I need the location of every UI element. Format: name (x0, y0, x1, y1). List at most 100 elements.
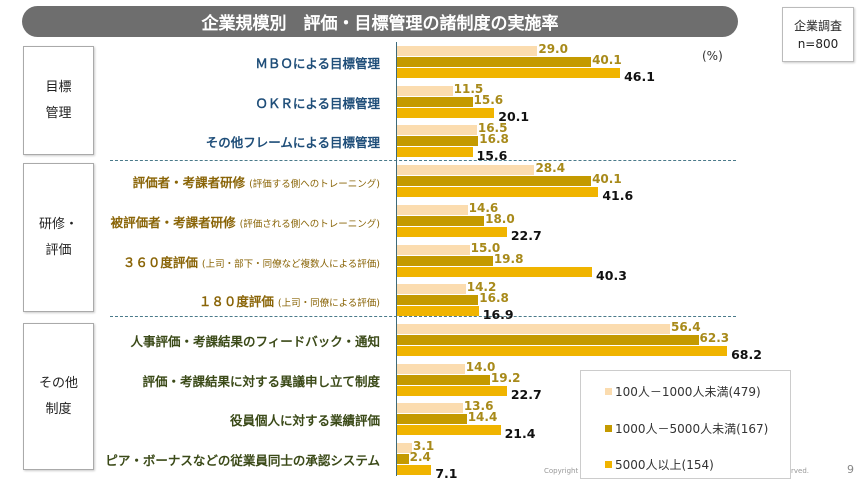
legend-swatch-icon (605, 425, 612, 432)
bar-series-2 (397, 176, 592, 187)
value-label: 16.8 (479, 291, 509, 306)
value-label: 46.1 (624, 69, 655, 84)
bar-series-2 (397, 414, 467, 425)
bar-series-1 (397, 46, 538, 56)
sample-size: n=800 (797, 36, 839, 51)
bar-series-2 (397, 57, 592, 67)
bar-series-3 (397, 425, 501, 436)
value-label: 22.7 (510, 386, 542, 402)
category-main-label: １８０度評価 (198, 294, 274, 310)
value-label: 16.8 (479, 132, 509, 147)
bar-series-1 (397, 323, 670, 334)
group-box-other-systems: その他 制度 (23, 323, 94, 470)
value-label: 40.3 (596, 267, 627, 283)
bar-series-1 (397, 165, 535, 176)
group-label-line1: 研修・ (38, 216, 78, 232)
value-label: 40.1 (592, 172, 622, 187)
bar-series-3 (397, 147, 473, 158)
bar-series-1 (397, 284, 466, 295)
category-main-label: 評価・考課結果に対する異議申し立て制度 (142, 373, 380, 389)
value-label: 40.1 (592, 53, 622, 67)
bar-series-3 (397, 68, 621, 78)
category-label: その他フレームによる目標管理 (206, 132, 380, 151)
group-separator (110, 160, 736, 161)
category-main-label: 被評価者・考課者研修 (110, 214, 236, 230)
category-axis-line (396, 42, 397, 476)
bar-series-2 (397, 295, 479, 306)
group-label-line2: 制度 (45, 401, 72, 417)
category-label: 被評価者・考課者研修 (評価される側へのトレーニング) (111, 212, 380, 231)
category-label: 評価者・考課者研修 (評価する側へのトレーニング) (133, 172, 380, 191)
bar-series-3 (397, 107, 495, 118)
category-label: 評価・考課結果に対する異議申し立て制度 (142, 371, 380, 390)
legend-label: 1000人－5000人未満(167) (615, 422, 769, 436)
bar-series-2 (397, 374, 490, 385)
category-main-label: ＯＫＲによる目標管理 (255, 95, 380, 111)
category-main-label: 役員個人に対する業績評価 (229, 413, 380, 429)
category-note: (評価する側へのトレーニング) (249, 179, 380, 191)
bar-series-2 (397, 334, 699, 345)
category-note: (評価される側へのトレーニング) (239, 218, 380, 230)
value-label: 15.6 (476, 148, 508, 164)
legend-label: 5000人以上(154) (615, 458, 714, 472)
legend-item: 1000人－5000人未満(167) (605, 420, 768, 437)
bar-series-2 (397, 136, 479, 147)
survey-type: 企業調査 (793, 18, 842, 33)
value-label: 19.8 (493, 251, 524, 266)
bar-series-3 (397, 345, 728, 356)
category-label: 人事評価・考課結果のフィードバック・通知 (130, 331, 380, 350)
category-label: ＯＫＲによる目標管理 (255, 93, 380, 112)
category-note: (上司・同僚による評価) (277, 298, 380, 310)
value-label: 15.0 (470, 240, 501, 255)
page-number: 9 (847, 463, 854, 476)
bar-series-3 (397, 266, 593, 277)
survey-info-box: 企業調査 n=800 (782, 7, 854, 62)
bar-series-1 (397, 125, 477, 136)
category-label: 役員個人に対する業績評価 (230, 410, 380, 429)
value-label: 41.6 (602, 188, 634, 204)
copyright-text-end: rved. (791, 467, 809, 475)
group-label-line2: 管理 (45, 105, 72, 121)
value-label: 15.6 (473, 92, 504, 107)
bar-series-3 (397, 385, 507, 396)
value-label: 16.9 (482, 307, 514, 323)
value-label: 21.4 (504, 426, 536, 442)
value-label: 18.0 (485, 211, 515, 226)
bar-series-1 (397, 403, 463, 414)
group-label-line2: 評価 (45, 242, 72, 258)
legend-item: 100人－1000人未満(479) (605, 383, 761, 400)
category-label: ＭＢＯによる目標管理 (255, 53, 380, 72)
legend-swatch-icon (605, 388, 612, 395)
value-label: 14.6 (468, 200, 499, 215)
legend-label: 100人－1000人未満(479) (615, 385, 761, 399)
group-label-line1: その他 (38, 375, 78, 391)
bar-series-2 (397, 215, 485, 226)
category-main-label: 人事評価・考課結果のフィードバック・通知 (130, 333, 380, 349)
value-label: 7.1 (435, 466, 458, 481)
bar-series-2 (397, 255, 493, 266)
value-label: 11.5 (453, 81, 484, 96)
bar-series-3 (397, 306, 479, 317)
bar-series-3 (397, 226, 507, 237)
value-label: 20.1 (498, 108, 530, 124)
value-label: 56.4 (670, 319, 701, 334)
value-label: 68.2 (731, 346, 762, 362)
value-label: 22.7 (510, 227, 542, 243)
group-box-training-evaluation: 研修・ 評価 (23, 163, 94, 312)
category-main-label: ＭＢＯによる目標管理 (255, 56, 380, 71)
category-main-label: 評価者・考課者研修 (132, 175, 246, 191)
legend: 100人－1000人未満(479) 1000人－5000人未満(167) 500… (580, 370, 791, 479)
unit-label: (%) (702, 49, 723, 63)
legend-swatch-icon (605, 461, 612, 468)
category-label: ピア・ボーナスなどの従業員同士の承認システム (105, 450, 380, 469)
bar-series-3 (397, 465, 432, 475)
value-label: 29.0 (538, 42, 568, 56)
value-label: 2.4 (409, 450, 431, 464)
group-box-goal-management: 目標 管理 (23, 46, 94, 155)
legend-item: 5000人以上(154) (605, 456, 714, 473)
value-label: 16.5 (477, 121, 508, 136)
bar-series-2 (397, 96, 473, 107)
value-label: 13.6 (463, 399, 494, 414)
value-label: 14.0 (465, 359, 496, 374)
bar-series-2 (397, 454, 409, 464)
